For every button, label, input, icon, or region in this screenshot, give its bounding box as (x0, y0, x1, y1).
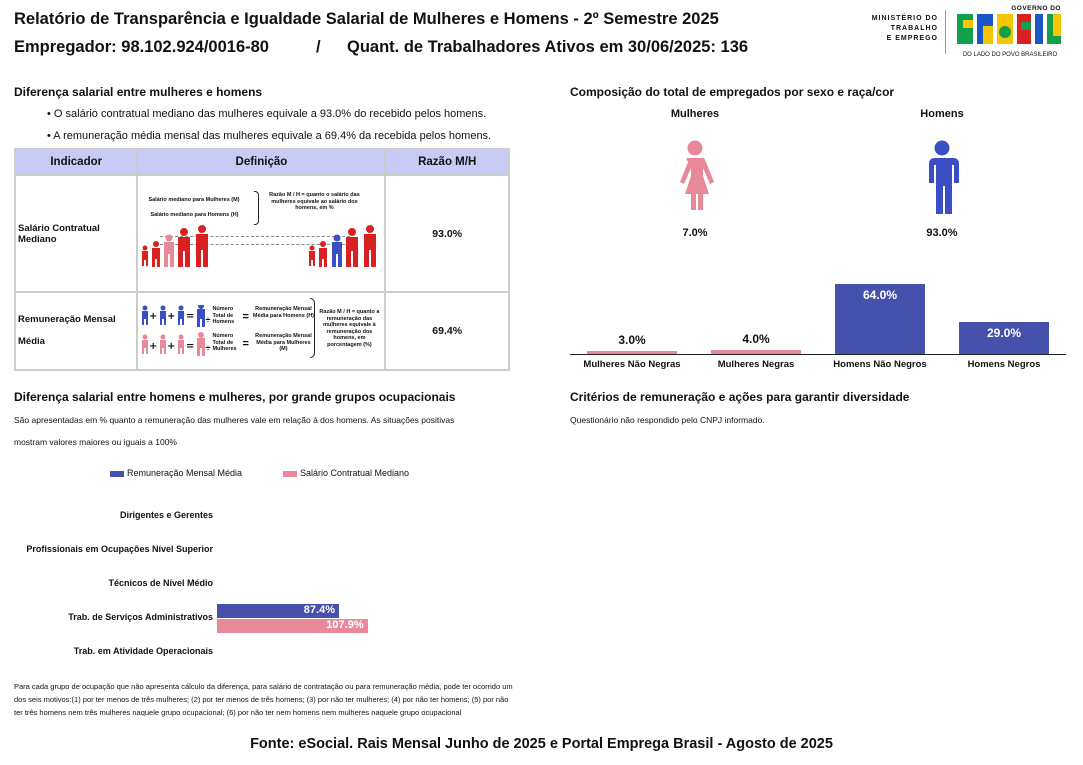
brace-icon (310, 298, 316, 358)
criteria-title: Critérios de remuneração e ações para ga… (570, 390, 910, 404)
woman-figure-icon (680, 140, 714, 210)
occupation-bar: 87.4% (217, 604, 339, 618)
legend-avg-pay: Remuneração Mensal Média (110, 468, 242, 478)
active-workers: Quant. de Trabalhadores Ativos em 30/06/… (347, 38, 749, 56)
def-avg-women: Remuneração Mensal Média para Mulheres (… (255, 333, 312, 352)
ministry-line2: TRABALHO (890, 25, 938, 32)
man-figure-icon (929, 140, 959, 214)
equals-women: = (242, 338, 249, 350)
wage-gap-bullet-1: • O salário contratual mediano das mulhe… (47, 108, 487, 120)
def-total-women: Número Total de Mulheres (212, 333, 237, 352)
svg-text:+: + (167, 341, 175, 352)
occupational-desc-1: São apresentadas em % quanto a remuneraç… (14, 415, 455, 425)
employer-id: Empregador: 98.102.924/0016-80 (14, 38, 269, 56)
composition-bar-label: 64.0% (862, 288, 898, 302)
wage-gap-bullet-2: • A remuneração média mensal das mulhere… (47, 130, 492, 142)
table-row: Remuneração Mensal Média (13, 291, 510, 371)
ministry-line1: MINISTÉRIO DO (871, 15, 938, 22)
def-avg-men: Remuneração Mensal Média para Homens (H) (252, 306, 315, 319)
gov-bottom-text: DO LADO DO POVO BRASILEIRO (962, 52, 1058, 58)
composition-bar-chart: 3.0% Mulheres Não Negras 4.0% Mulheres Negr… (570, 270, 1066, 375)
svg-text:+: + (149, 341, 157, 352)
chart-baseline (570, 354, 1066, 355)
col-header-definition: Definição (136, 148, 387, 176)
definition-median-salary: Salário mediano para Mulheres (M) Salári… (136, 174, 387, 293)
occupational-footnote: Para cada grupo de ocupação que não apre… (14, 682, 513, 717)
def-median-men: Salário mediano para Homens (H) (150, 212, 239, 218)
svg-text:=: = (186, 311, 194, 322)
occupational-desc-2: mostram valores maiores ou iguais a 100% (14, 437, 177, 447)
people-sum-icon: + + = + + = (142, 305, 206, 356)
composition-bar-label: 29.0% (986, 326, 1022, 341)
composition-title: Composição do total de empregados por se… (570, 85, 895, 99)
people-figures-icon (142, 225, 377, 267)
gov-brasil-logo: GOVERNO DO DO LADO DO POVO BRASILEIRO (955, 5, 1065, 58)
indicator-avg-pay: Remuneração Mensal Média (13, 291, 139, 371)
occupation-label: Trab. de Serviços Administrativos (68, 612, 213, 622)
occupation-label: Dirigentes e Gerentes (119, 510, 213, 520)
men-label: Homens (920, 108, 964, 120)
legend-swatch-median (283, 470, 297, 477)
composition-bar (835, 284, 925, 354)
composition-category-label: Homens Não Negros (833, 359, 927, 370)
legend-swatch-avg (110, 470, 124, 477)
occupation-label: Profissionais em Ocupações Nível Superio… (26, 544, 213, 554)
composition-bar-label: 3.0% (618, 332, 646, 347)
legend-median-label: Salário Contratual Mediano (300, 468, 410, 478)
def-median-women: Salário mediano para Mulheres (M) (148, 197, 240, 203)
dashed-line (160, 244, 351, 245)
occupation-label: Técnicos de Nível Médio (108, 578, 213, 588)
equals-men: = (242, 311, 249, 323)
indicator-avg-pay-line1: Remuneração Mensal (18, 314, 116, 325)
composition-bar (587, 350, 677, 354)
occupational-title: Diferença salarial entre homens e mulher… (14, 390, 456, 404)
svg-text:+: + (149, 311, 157, 322)
header-separator: / (316, 38, 321, 56)
wage-gap-title: Diferença salarial entre mulheres e home… (14, 85, 263, 99)
legend-median-salary: Salário Contratual Mediano (283, 468, 409, 478)
occupational-bar-chart: Dirigentes e Gerentes Profissionais em Oc… (0, 500, 520, 670)
ministry-logo: MINISTÉRIO DO TRABALHO E EMPREGO (862, 14, 938, 44)
composition-bar (711, 349, 801, 354)
svg-text:=: = (186, 341, 194, 352)
def-total-men: Número Total de Homens (212, 306, 235, 325)
div-sign-men: ÷ (205, 315, 211, 325)
svg-text:+: + (167, 311, 175, 322)
composition-category-label: Mulheres Não Negras (583, 359, 681, 370)
source-footer: Fonte: eSocial. Rais Mensal Junho de 202… (250, 736, 833, 752)
report-title: Relatório de Transparência e Igualdade S… (14, 10, 719, 28)
dashed-line (160, 236, 351, 237)
def-median-note: Razão M / H = quanto o salário das mulhe… (269, 192, 360, 211)
women-percentage: 7.0% (682, 227, 708, 239)
def-avg-note: Razão M / H = quanto a remuneração das m… (319, 309, 380, 348)
occupation-bar: 107.9% (217, 619, 368, 633)
brasil-wordmark-icon (957, 14, 1061, 44)
criteria-text: Questionário não respondido pelo CNPJ in… (570, 415, 765, 425)
women-label: Mulheres (670, 108, 720, 120)
indicator-median-salary: Salário Contratual Mediano (13, 174, 139, 293)
composition-bar (959, 322, 1049, 354)
men-percentage: 93.0% (926, 227, 958, 239)
composition-category-label: Mulheres Negras (717, 359, 795, 370)
col-header-indicator: Indicador (13, 148, 139, 176)
ratio-avg-pay: 69.4% (384, 291, 510, 371)
legend-avg-label: Remuneração Mensal Média (127, 468, 243, 478)
logo-divider (945, 10, 946, 54)
ministry-line3: E EMPREGO (886, 35, 938, 42)
composition-category-label: Homens Negros (967, 359, 1041, 370)
col-header-ratio: Razão M/H (384, 148, 510, 176)
brace-icon (254, 191, 260, 225)
div-sign-women: ÷ (205, 343, 211, 353)
definition-avg-pay: + + = + + = ÷ ÷ Número Total de Homens Númer… (136, 291, 387, 371)
gov-top-text: GOVERNO DO (1011, 5, 1061, 12)
occupation-label: Trab. em Atividade Operacionais (73, 646, 213, 656)
composition-bar-label: 4.0% (742, 331, 770, 346)
indicator-avg-pay-line2: Média (18, 336, 45, 347)
table-row: Salário Contratual Mediano Salário media… (13, 174, 510, 293)
ratio-median-salary: 93.0% (384, 174, 510, 293)
indicator-table: Indicador Definição Razão M/H Salário Co… (13, 148, 510, 371)
